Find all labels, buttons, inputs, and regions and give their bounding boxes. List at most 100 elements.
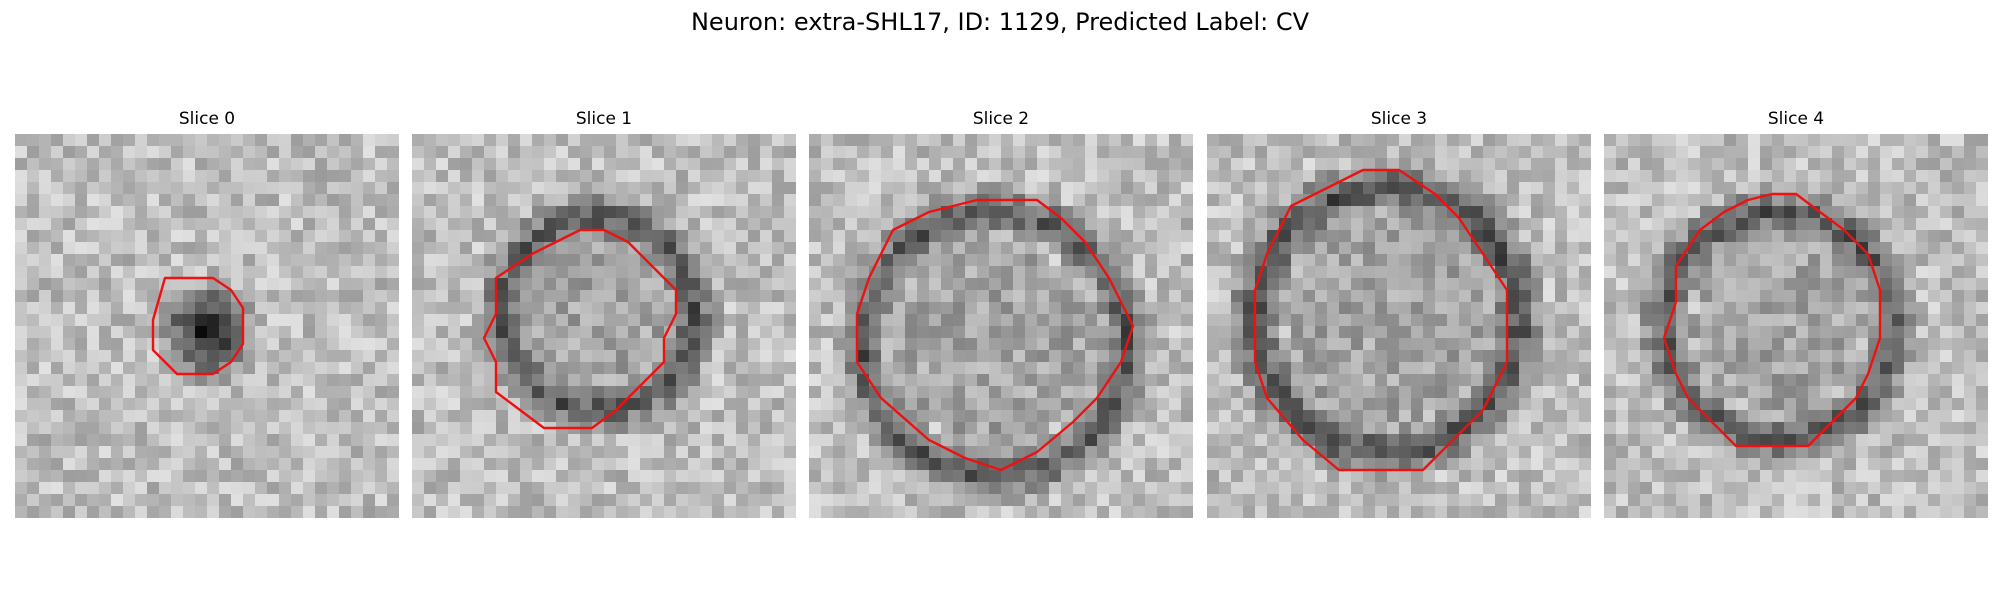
image-pixel	[1471, 266, 1484, 279]
image-pixel	[1387, 374, 1400, 387]
image-pixel	[159, 398, 172, 411]
image-pixel	[255, 374, 268, 387]
image-pixel	[279, 506, 292, 518]
image-pixel	[363, 218, 376, 231]
image-pixel	[484, 458, 497, 471]
image-pixel	[39, 302, 52, 315]
image-pixel	[760, 506, 773, 518]
image-pixel	[1085, 386, 1098, 399]
image-pixel	[219, 350, 232, 363]
image-pixel	[1061, 182, 1074, 195]
image-pixel	[1375, 422, 1388, 435]
image-pixel	[1085, 506, 1098, 518]
image-pixel	[1145, 434, 1158, 447]
image-pixel	[315, 338, 328, 351]
image-pixel	[821, 314, 834, 327]
image-pixel	[1351, 218, 1364, 231]
image-pixel	[845, 170, 858, 183]
image-pixel	[1688, 194, 1701, 207]
image-pixel	[1507, 470, 1520, 483]
image-pixel	[1471, 170, 1484, 183]
image-pixel	[784, 398, 796, 411]
image-pixel	[1640, 314, 1653, 327]
image-pixel	[1712, 170, 1725, 183]
image-pixel	[1133, 146, 1146, 159]
image-pixel	[784, 194, 796, 207]
image-pixel	[857, 470, 870, 483]
image-pixel	[1748, 230, 1761, 243]
image-pixel	[1435, 422, 1448, 435]
image-pixel	[724, 374, 737, 387]
image-pixel	[1712, 218, 1725, 231]
image-pixel	[1363, 494, 1376, 507]
image-pixel	[700, 254, 713, 267]
image-pixel	[1796, 434, 1809, 447]
image-pixel	[760, 470, 773, 483]
image-pixel	[1327, 362, 1340, 375]
image-pixel	[941, 362, 954, 375]
image-pixel	[1267, 170, 1280, 183]
image-pixel	[1435, 230, 1448, 243]
image-pixel	[183, 206, 196, 219]
image-pixel	[688, 194, 701, 207]
image-pixel	[171, 170, 184, 183]
image-pixel	[75, 470, 88, 483]
image-pixel	[1181, 506, 1193, 518]
image-pixel	[412, 314, 425, 327]
image-pixel	[315, 158, 328, 171]
image-pixel	[568, 434, 581, 447]
image-pixel	[1724, 290, 1737, 303]
image-pixel	[568, 470, 581, 483]
image-pixel	[1567, 278, 1580, 291]
image-pixel	[809, 182, 822, 195]
image-pixel	[736, 290, 749, 303]
image-pixel	[809, 458, 822, 471]
image-pixel	[75, 230, 88, 243]
image-pixel	[845, 218, 858, 231]
image-pixel	[1760, 410, 1773, 423]
image-pixel	[652, 158, 665, 171]
image-pixel	[484, 434, 497, 447]
image-pixel	[1145, 398, 1158, 411]
image-pixel	[412, 446, 425, 459]
image-pixel	[267, 482, 280, 495]
image-pixel	[520, 338, 533, 351]
image-pixel	[1712, 254, 1725, 267]
image-pixel	[315, 410, 328, 423]
image-pixel	[640, 410, 653, 423]
image-pixel	[1291, 230, 1304, 243]
image-pixel	[1628, 278, 1641, 291]
image-pixel	[1399, 302, 1412, 315]
image-pixel	[1688, 362, 1701, 375]
image-pixel	[1231, 362, 1244, 375]
image-pixel	[845, 314, 858, 327]
image-pixel	[472, 158, 485, 171]
image-pixel	[1145, 158, 1158, 171]
image-pixel	[1784, 326, 1797, 339]
image-pixel	[387, 254, 399, 267]
image-pixel	[448, 242, 461, 255]
image-pixel	[869, 134, 882, 147]
image-pixel	[159, 386, 172, 399]
image-pixel	[99, 446, 112, 459]
image-pixel	[1207, 506, 1220, 518]
image-pixel	[1736, 386, 1749, 399]
image-pixel	[929, 506, 942, 518]
image-pixel	[219, 302, 232, 315]
image-pixel	[1579, 158, 1591, 171]
image-pixel	[1748, 278, 1761, 291]
image-pixel	[1097, 230, 1110, 243]
image-pixel	[147, 362, 160, 375]
image-pixel	[1892, 218, 1905, 231]
image-pixel	[1207, 170, 1220, 183]
image-pixel	[1267, 482, 1280, 495]
image-pixel	[484, 254, 497, 267]
image-pixel	[1037, 398, 1050, 411]
image-pixel	[1001, 206, 1014, 219]
image-pixel	[1579, 302, 1591, 315]
image-pixel	[1459, 326, 1472, 339]
image-pixel	[905, 278, 918, 291]
image-pixel	[1868, 422, 1881, 435]
image-pixel	[243, 146, 256, 159]
image-pixel	[977, 134, 990, 147]
